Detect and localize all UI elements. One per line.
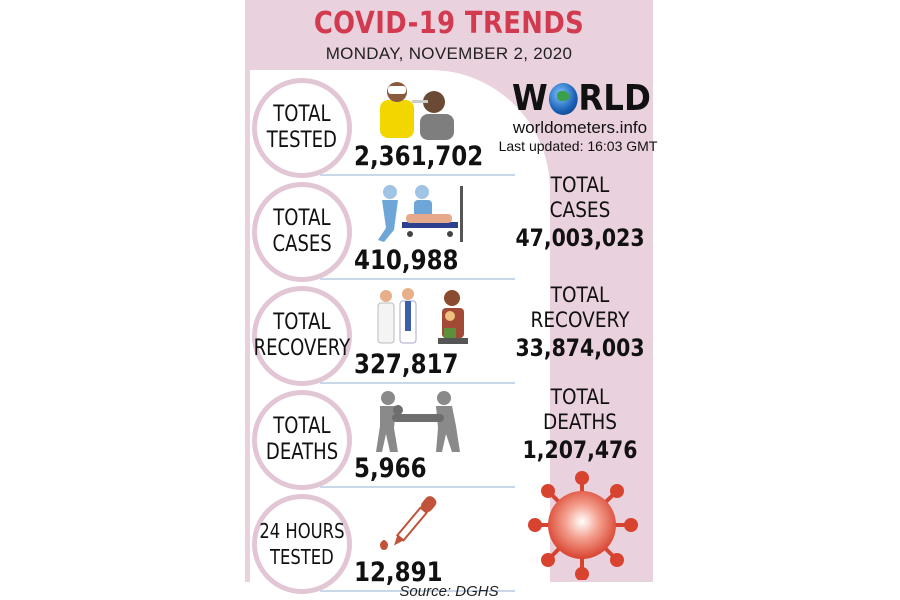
stat-label-line: TOTAL bbox=[273, 414, 331, 439]
stretcher-carry-icon bbox=[376, 391, 460, 452]
stat-circle: TOTAL CASES bbox=[252, 182, 352, 282]
stat-label-line: TOTAL bbox=[273, 102, 331, 127]
stat-circle: 24 HOURS TESTED bbox=[252, 494, 352, 594]
stat-row-total-cases: TOTAL CASES 410,988 bbox=[250, 176, 515, 282]
world-stat-value: 47,003,023 bbox=[515, 224, 645, 252]
stat-circle: TOTAL DEATHS bbox=[252, 390, 352, 490]
stat-label-line: TOTAL bbox=[273, 310, 331, 335]
testing-swab-icon bbox=[380, 82, 454, 140]
stat-row-total-tested: TOTAL TESTED 2,361,702 bbox=[250, 72, 515, 178]
stat-label-line: DEATHS bbox=[265, 440, 339, 465]
source-site: worldometers.info bbox=[512, 118, 648, 137]
world-stat-label: TOTAL bbox=[550, 385, 610, 409]
world-stat-total-cases: TOTAL CASES 47,003,023 bbox=[495, 173, 665, 253]
world-stat-label: CASES bbox=[549, 198, 611, 222]
source-credit: Source: DGHS bbox=[399, 583, 499, 600]
globe-icon bbox=[548, 82, 578, 115]
logo-text: W bbox=[512, 78, 548, 119]
hospital-stretcher-icon bbox=[378, 185, 463, 242]
date-line: MONDAY, NOVEMBER 2, 2020 bbox=[325, 44, 573, 63]
stat-row-total-recovery: TOTAL RECOVERY 327,817 bbox=[250, 280, 515, 386]
stat-value: 5,966 bbox=[354, 453, 427, 484]
stat-row-total-deaths: TOTAL DEATHS 5,966 bbox=[250, 384, 515, 490]
dropper-icon bbox=[380, 496, 437, 550]
stat-value: 12,891 bbox=[354, 557, 443, 588]
logo-text: RLD bbox=[578, 78, 651, 119]
coronavirus-icon bbox=[528, 471, 638, 580]
page-title: COVID-19 TRENDS bbox=[313, 6, 585, 41]
stat-label-line: CASES bbox=[272, 232, 332, 257]
divider bbox=[320, 174, 515, 176]
stat-label-line: TOTAL bbox=[273, 206, 331, 231]
world-stat-label: RECOVERY bbox=[530, 308, 630, 332]
world-stat-label: DEATHS bbox=[542, 410, 618, 434]
stat-row-24h-tested: 24 HOURS TESTED 12,891 bbox=[250, 488, 515, 594]
stat-circle: TOTAL TESTED bbox=[252, 78, 352, 178]
divider bbox=[320, 590, 515, 592]
divider bbox=[320, 278, 515, 280]
stat-label-line: 24 HOURS bbox=[259, 519, 345, 543]
stat-value: 410,988 bbox=[354, 245, 459, 276]
stat-label-line: TESTED bbox=[270, 545, 334, 569]
world-stat-label: TOTAL bbox=[550, 173, 610, 197]
stat-value: 2,361,702 bbox=[354, 141, 484, 172]
world-stat-value: 1,207,476 bbox=[522, 436, 638, 464]
stat-label-line: RECOVERY bbox=[253, 336, 351, 361]
last-updated: Last updated: 16:03 GMT bbox=[498, 138, 658, 154]
world-stat-total-deaths: TOTAL DEATHS 1,207,476 bbox=[495, 385, 665, 465]
stat-label-line: TESTED bbox=[266, 128, 338, 153]
world-stat-value: 33,874,003 bbox=[515, 334, 645, 362]
stat-circle: TOTAL RECOVERY bbox=[252, 286, 352, 386]
divider bbox=[320, 382, 515, 384]
worldometers-logo: W RLD bbox=[512, 78, 651, 119]
divider bbox=[320, 486, 515, 488]
stat-value: 327,817 bbox=[354, 349, 459, 380]
doctors-family-icon bbox=[377, 288, 468, 344]
world-stat-total-recovery: TOTAL RECOVERY 33,874,003 bbox=[495, 283, 665, 363]
world-stat-label: TOTAL bbox=[550, 283, 610, 307]
